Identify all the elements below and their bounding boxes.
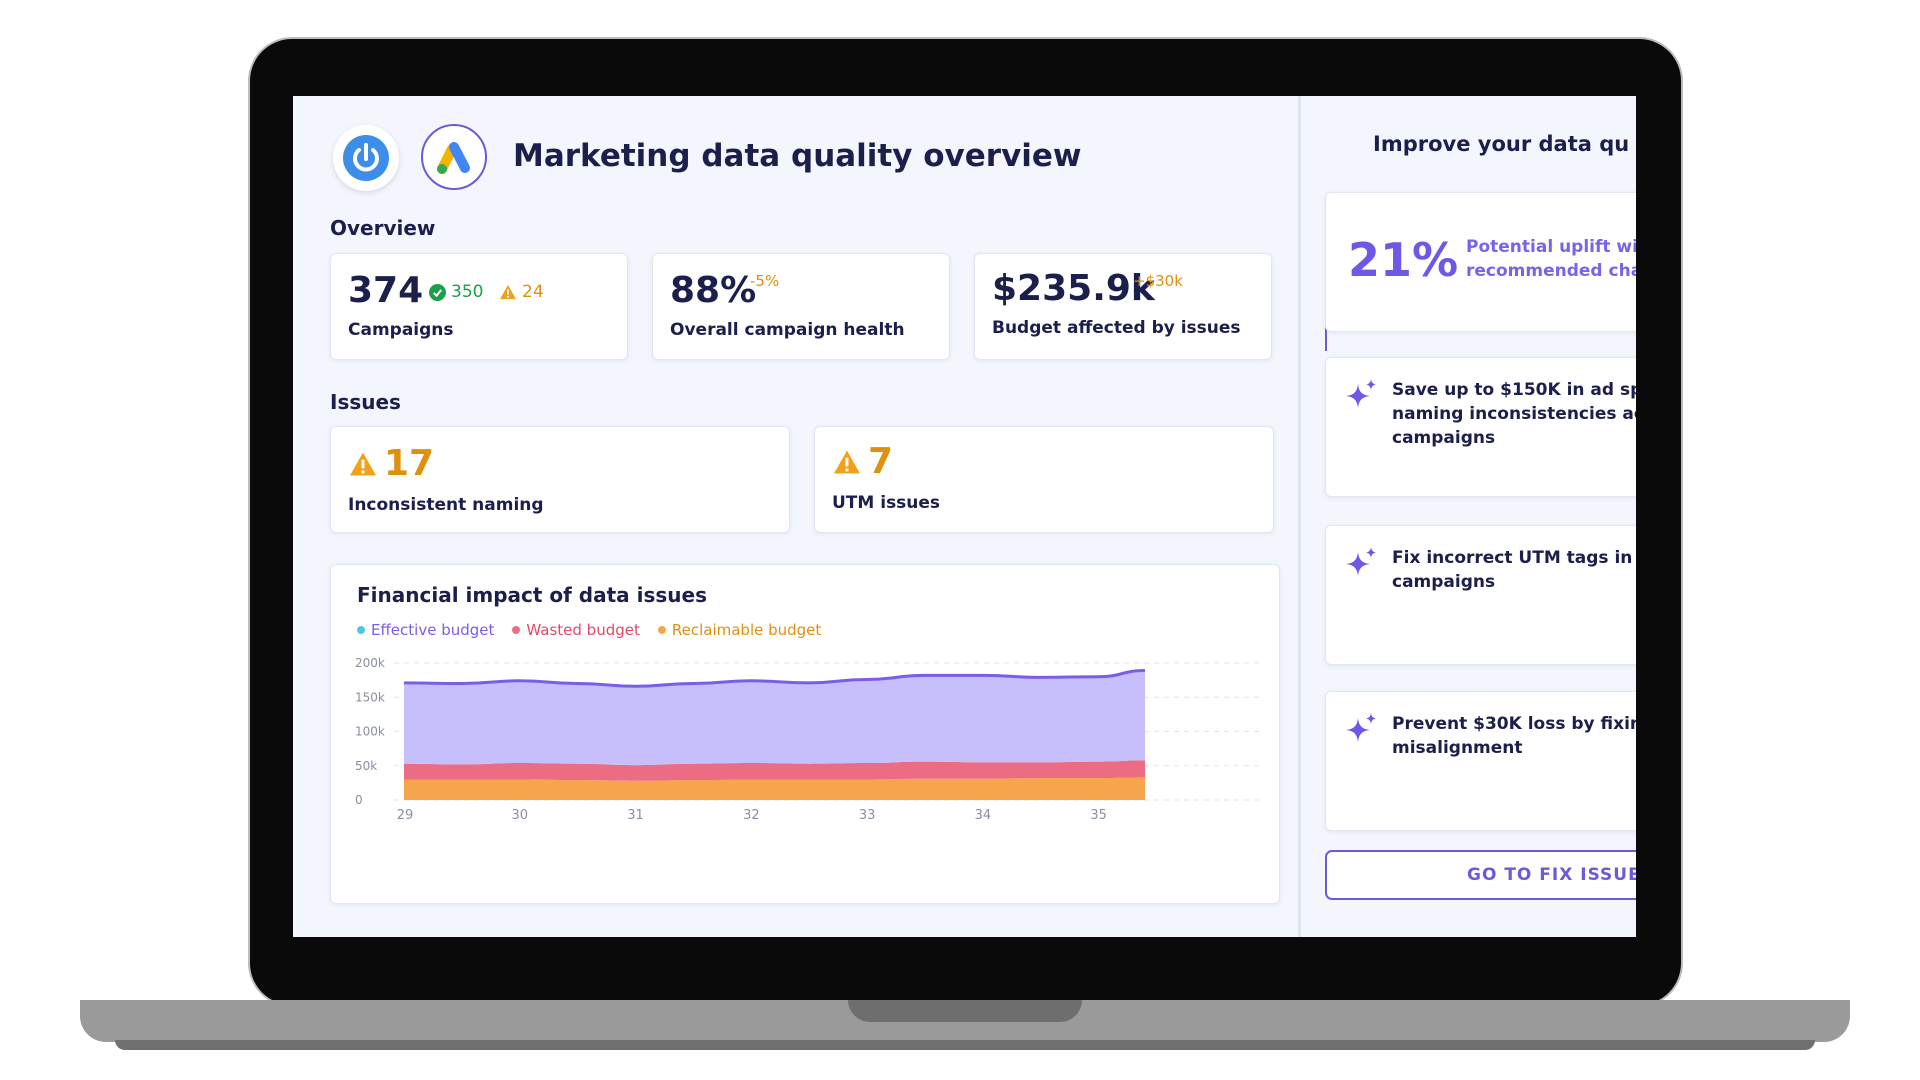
laptop-notch <box>848 1000 1082 1022</box>
issue-count-value: 7 <box>868 441 894 482</box>
y-tick-label: 100k <box>355 725 385 739</box>
recommendation-text: Save up to $150K in ad sper naming incon… <box>1392 380 1636 448</box>
legend-reclaimable-budget[interactable]: Reclaimable budget <box>657 621 822 639</box>
health-label: Overall campaign health <box>670 320 905 340</box>
health-card[interactable]: 88% -5% Overall campaign health <box>652 253 950 360</box>
financial-impact-chart-card: Financial impact of data issues Effectiv… <box>330 564 1280 904</box>
recommendation-card[interactable]: Save up to $150K in ad sper naming incon… <box>1325 357 1636 497</box>
overview-label: Overview <box>330 216 436 240</box>
area-reclaimable-budget <box>404 777 1145 800</box>
uplift-card[interactable]: 21% Potential uplift wi recommended cha <box>1325 192 1636 332</box>
y-tick-label: 50k <box>355 759 377 773</box>
y-tick-label: 200k <box>355 656 385 670</box>
panel-divider <box>1298 96 1301 937</box>
recommendation-card[interactable]: Prevent $30K loss by fixing misalignment <box>1325 691 1636 831</box>
legend-dot <box>357 626 365 634</box>
x-tick-label: 31 <box>627 808 644 823</box>
sidebar-title: Improve your data qu <box>1373 132 1630 156</box>
recommendations-panel: Improve your data qu 21% Potential uplif… <box>1301 96 1636 937</box>
legend-label: Reclaimable budget <box>671 621 822 639</box>
recommendation-card[interactable]: Fix incorrect UTM tags in 12 campaigns <box>1325 525 1636 665</box>
check-circle-icon <box>429 283 446 301</box>
issue-label-utm: UTM issues <box>832 493 941 513</box>
uplift-text: Potential uplift wi recommended cha <box>1466 237 1636 281</box>
page-title: Marketing data quality overview <box>513 138 1082 174</box>
x-tick-label: 32 <box>743 808 760 823</box>
x-tick-label: 33 <box>859 808 876 823</box>
sparkle-icon <box>1346 547 1376 576</box>
campaigns-ok-count: 350 <box>451 282 484 302</box>
chart-title: Financial impact of data issues <box>357 583 708 607</box>
warning-triangle-icon <box>500 284 516 300</box>
issue-count-value: 17 <box>384 443 435 484</box>
health-delta: -5% <box>750 272 780 290</box>
campaigns-card[interactable]: 374 350 24 Campaigns <box>330 253 628 360</box>
issues-label: Issues <box>330 390 401 414</box>
campaigns-ok-stat: 350 <box>429 282 483 302</box>
app-screen: Marketing data quality overview Overview… <box>293 96 1636 937</box>
recommendation-text: Fix incorrect UTM tags in 12 campaigns <box>1392 548 1633 592</box>
uplift-percent: 21% <box>1348 233 1459 287</box>
campaigns-value: 374 <box>348 270 424 311</box>
budget-delta: +$30k <box>1133 272 1183 290</box>
legend-label: Effective budget <box>371 621 495 639</box>
campaigns-label: Campaigns <box>348 320 454 340</box>
x-tick-label: 35 <box>1090 808 1107 823</box>
budget-value: $235.9k <box>992 268 1155 309</box>
legend-dot <box>657 626 666 634</box>
area-effective-budget <box>404 670 1145 766</box>
line-effective-budget <box>403 669 1146 688</box>
chart-legend: Effective budget Wasted budget Reclaimab… <box>357 621 821 639</box>
issue-label-naming: Inconsistent naming <box>348 495 544 515</box>
power-logo-icon <box>333 125 399 191</box>
google-ads-logo-icon <box>421 124 487 190</box>
campaigns-warn-count: 24 <box>522 282 544 302</box>
area-wasted-budget <box>404 760 1145 781</box>
warning-triangle-icon <box>834 449 860 474</box>
legend-label: Wasted budget <box>526 621 640 639</box>
go-to-fix-issues-button[interactable]: GO TO FIX ISSUES <box>1325 850 1636 900</box>
warning-triangle-icon <box>350 451 376 476</box>
x-tick-label: 34 <box>975 808 992 823</box>
budget-card[interactable]: $235.9k +$30k Budget affected by issues <box>974 253 1272 360</box>
y-tick-label: 0 <box>355 793 363 807</box>
legend-dot <box>512 626 521 634</box>
budget-label: Budget affected by issues <box>992 318 1241 338</box>
legend-wasted-budget[interactable]: Wasted budget <box>512 621 640 639</box>
recommendation-text: Prevent $30K loss by fixing misalignment <box>1392 714 1636 758</box>
issue-card-naming[interactable]: 17 Inconsistent naming <box>330 426 790 533</box>
campaigns-warn-stat: 24 <box>499 282 544 302</box>
y-tick-label: 150k <box>355 690 385 704</box>
x-tick-label: 29 <box>397 808 414 823</box>
x-tick-label: 30 <box>512 808 529 823</box>
health-value: 88% <box>670 270 757 311</box>
issue-card-utm[interactable]: 7 UTM issues <box>814 426 1274 533</box>
sparkle-icon <box>1346 379 1376 408</box>
main-panel: Marketing data quality overview Overview… <box>293 96 1298 937</box>
issue-count-utm: 7 <box>832 441 893 482</box>
legend-effective-budget[interactable]: Effective budget <box>357 621 494 639</box>
laptop-base-shadow <box>115 1040 1815 1050</box>
sparkle-icon <box>1346 713 1376 742</box>
chart-plot: 0 50k 100k 150k 200k 29 30 31 32 33 34 35 <box>355 656 1261 823</box>
issue-count-naming: 17 <box>348 443 434 484</box>
